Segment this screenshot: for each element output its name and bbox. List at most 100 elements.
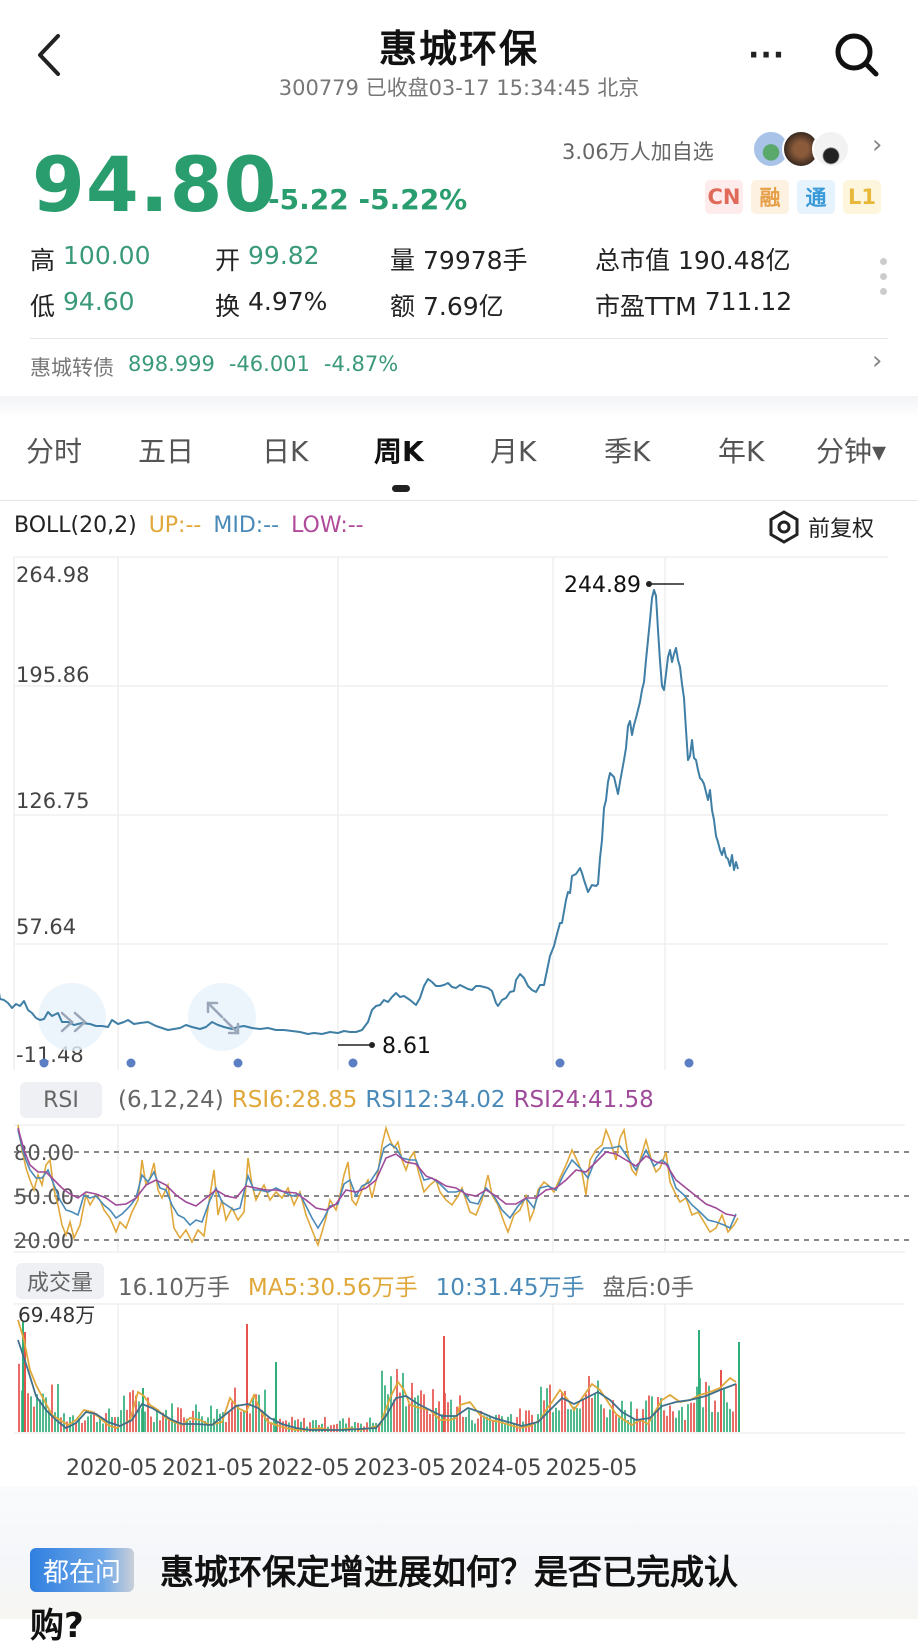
rsi-indicator-tag[interactable]: RSI xyxy=(20,1082,102,1118)
market-badges: CN 融 通 L1 xyxy=(705,180,881,214)
convertible-bond-row[interactable]: 惠城转债 898.999 -46.001 -4.87% xyxy=(30,352,398,382)
price-adjust-toggle[interactable]: 前复权 xyxy=(768,510,874,544)
event-markers[interactable] xyxy=(39,1058,694,1068)
volume-ma5-line xyxy=(17,1319,737,1431)
active-tab-indicator xyxy=(392,485,410,492)
rsi-y-axis: 80.00 50.00 20.00 xyxy=(14,1141,74,1253)
rsi24-line xyxy=(17,1127,737,1217)
stat-open: 开 99.82 xyxy=(215,241,320,275)
ask-question[interactable]: 惠城环保定增进展如何？是否已完成认 xyxy=(160,1553,738,1593)
stat-low: 低 94.60 xyxy=(30,287,135,321)
rsi6-value: RSI6:28.85 xyxy=(231,1087,358,1113)
change-amount: -5.22 xyxy=(268,183,349,216)
badge-connect: 通 xyxy=(797,180,835,214)
volume-current: 16.10万手 xyxy=(118,1275,230,1301)
tab-daily-k[interactable]: 日K xyxy=(262,435,309,468)
price-adjust-label: 前复权 xyxy=(808,517,875,542)
volume-ma10-line xyxy=(17,1339,737,1431)
stock-status-subtitle: 300779 已收盘03-17 15:34:45 北京 xyxy=(278,76,640,100)
price-line xyxy=(0,589,739,1035)
back-chevron-icon[interactable] xyxy=(30,30,70,80)
y-tick-126.75: 126.75 xyxy=(16,789,89,813)
volume-max-label: 69.48万 xyxy=(18,1303,95,1327)
badge-l1: L1 xyxy=(843,180,881,214)
divider xyxy=(0,500,918,501)
rsi-chart[interactable]: 80.00 50.00 20.00 xyxy=(0,1120,918,1260)
tab-intraday[interactable]: 分时 xyxy=(26,435,83,468)
volume-indicator-tag[interactable]: 成交量 xyxy=(16,1263,104,1299)
tab-minute-dropdown[interactable]: 分钟▾ xyxy=(816,435,887,468)
bond-price: 898.999 xyxy=(128,352,215,376)
rsi-legend: (6,12,24) RSI6:28.85 RSI12:34.02 RSI24:4… xyxy=(118,1087,654,1113)
price-chart[interactable]: 264.98 195.86 126.75 57.64 -11.48 244.89… xyxy=(0,540,918,1070)
scroll-hint-bubble xyxy=(38,983,106,1051)
avatar xyxy=(812,130,850,168)
bond-change-pct: -4.87% xyxy=(323,352,399,376)
max-price-annotation: 244.89 xyxy=(564,573,684,598)
y-tick-57.64: 57.64 xyxy=(16,915,76,939)
change-percent: -5.22% xyxy=(358,183,468,216)
svg-text:8.61: 8.61 xyxy=(382,1034,431,1059)
tab-quarterly-k[interactable]: 季K xyxy=(604,435,651,468)
section-separator xyxy=(0,396,918,418)
boll-low-value: LOW:-- xyxy=(291,513,364,538)
stat-pe-ttm: 市盈TTM 711.12 xyxy=(595,287,793,321)
rsi-params: (6,12,24) xyxy=(118,1087,224,1113)
hexagon-settings-icon xyxy=(769,510,799,544)
boll-legend: BOLL(20,2) UP:-- MID:-- LOW:-- xyxy=(14,513,364,538)
bond-chevron-icon[interactable]: › xyxy=(872,346,883,376)
tab-yearly-k[interactable]: 年K xyxy=(718,435,765,468)
tab-weekly-k[interactable]: 周K xyxy=(374,435,424,468)
svg-text:50.00: 50.00 xyxy=(14,1185,74,1209)
expand-stats-handle[interactable] xyxy=(880,258,888,303)
volume-ma5: MA5:30.56万手 xyxy=(247,1275,418,1301)
page-title: 惠城环保 xyxy=(378,27,539,71)
x-tick: 2023-05 xyxy=(353,1456,446,1481)
bond-change: -46.001 xyxy=(228,352,310,376)
rsi24-value: RSI24:41.58 xyxy=(513,1087,654,1113)
search-icon[interactable] xyxy=(832,30,882,80)
last-price: 94.80 xyxy=(32,140,278,229)
x-tick: 2024-05 xyxy=(449,1456,542,1481)
x-tick: 2021-05 xyxy=(161,1456,254,1481)
volume-chart[interactable]: 69.48万 xyxy=(0,1300,918,1440)
fast-forward-icon xyxy=(60,1011,87,1033)
boll-indicator-label[interactable]: BOLL(20,2) xyxy=(14,513,137,538)
svg-text:20.00: 20.00 xyxy=(14,1229,74,1253)
rsi12-line xyxy=(17,1129,737,1230)
watchlist-chevron-icon[interactable]: › xyxy=(872,130,883,160)
price-change: -5.22 -5.22% xyxy=(268,183,467,216)
stat-market-cap: 总市值 190.48亿 xyxy=(595,246,791,275)
bond-name: 惠城转债 xyxy=(30,356,114,380)
stat-high: 高 100.00 xyxy=(30,241,151,275)
watcher-avatars[interactable] xyxy=(752,130,857,170)
stat-turnover: 换 4.97% xyxy=(215,287,328,321)
boll-mid-value: MID:-- xyxy=(213,513,280,538)
svg-text:244.89: 244.89 xyxy=(564,573,641,598)
stat-volume: 量 79978手 xyxy=(390,246,528,275)
rsi6-line xyxy=(17,1124,739,1248)
badge-margin: 融 xyxy=(751,180,789,214)
expand-arrows-icon xyxy=(206,1001,240,1035)
min-price-annotation: 8.61 xyxy=(338,1034,431,1059)
price-y-axis: 264.98 195.86 126.75 57.64 -11.48 xyxy=(16,563,89,1067)
quote-stats: 高 100.00 开 99.82 量 79978手 总市值 190.48亿 低 94.60… xyxy=(30,236,830,328)
more-options-icon[interactable]: ··· xyxy=(748,38,786,73)
tab-five-day[interactable]: 五日 xyxy=(138,435,195,468)
tab-monthly-k[interactable]: 月K xyxy=(490,435,537,468)
x-tick: 2022-05 xyxy=(257,1456,350,1481)
volume-bars xyxy=(18,1322,740,1432)
volume-after-hours: 盘后:0手 xyxy=(602,1275,694,1301)
ask-section-background xyxy=(0,1486,918,1619)
x-tick: 2020-05 xyxy=(66,1456,158,1481)
y-tick-195.86: 195.86 xyxy=(16,663,89,687)
x-tick: 2025-05 xyxy=(545,1456,638,1481)
rsi12-value: RSI12:34.02 xyxy=(365,1087,506,1113)
watchlist-count[interactable]: 3.06万人加自选 xyxy=(562,140,714,164)
y-tick-264.98: 264.98 xyxy=(16,563,89,587)
price-grid xyxy=(13,556,888,1070)
volume-legend: 16.10万手 MA5:30.56万手 10:31.45万手 盘后:0手 xyxy=(118,1268,694,1302)
badge-cn: CN xyxy=(705,180,743,214)
ask-tag: 都在问 xyxy=(30,1548,134,1592)
ask-question-continued[interactable]: 购? xyxy=(30,1606,84,1646)
